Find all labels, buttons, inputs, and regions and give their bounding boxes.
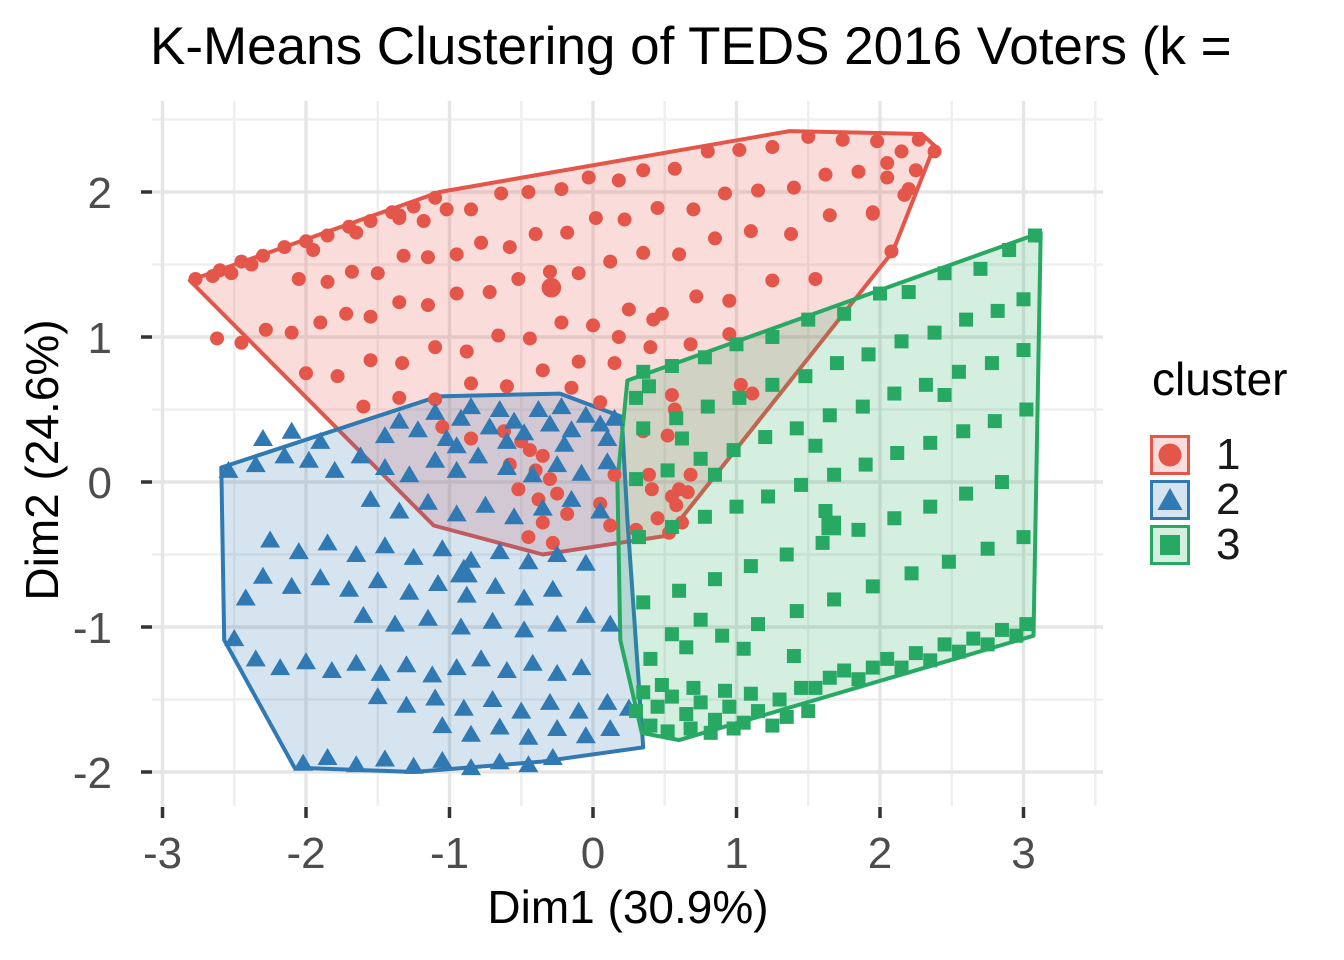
legend-key-triangle-icon (1150, 479, 1190, 520)
legend-entry-1: 1 (1150, 429, 1287, 479)
axis-tick-labels: -3 -2 -1 0 1 2 3 -2 -1 0 1 2 (73, 169, 1036, 878)
y-tick-label: 0 (88, 459, 112, 508)
cluster-3-hull (615, 230, 1043, 743)
axis-ticks (141, 190, 1026, 818)
y-tick-label: 1 (88, 314, 112, 363)
y-tick-label: 2 (88, 169, 112, 218)
y-axis-title: Dim2 (24.6%) (16, 319, 68, 601)
x-tick-label: -2 (286, 829, 325, 878)
legend-key-square-icon (1150, 524, 1190, 565)
legend-entry-label: 1 (1216, 429, 1241, 479)
x-tick-label: 1 (724, 829, 748, 878)
legend-entry-label: 3 (1216, 519, 1241, 569)
plot-title: K-Means Clustering of TEDS 2016 Voters (… (150, 17, 1232, 76)
legend-entry-3: 3 (1150, 519, 1287, 569)
legend-entry-2: 2 (1150, 474, 1287, 524)
y-tick-label: -2 (73, 749, 112, 798)
cluster-3-points (629, 228, 1042, 740)
x-axis-title: Dim1 (30.9%) (487, 881, 769, 933)
x-tick-label: -3 (143, 829, 182, 878)
x-tick-label: 0 (581, 829, 605, 878)
cluster-2-centroid (449, 558, 478, 583)
legend-title: cluster (1152, 353, 1288, 405)
gridlines-minor (152, 101, 1103, 806)
x-tick-label: 3 (1011, 829, 1035, 878)
cluster-2-points (218, 397, 639, 776)
x-tick-label: 2 (868, 829, 892, 878)
legend-key-circle-icon (1150, 434, 1190, 475)
legend-entry-label: 2 (1216, 474, 1241, 524)
x-tick-label: -1 (430, 829, 469, 878)
y-tick-label: -1 (73, 604, 112, 653)
cluster-1-centroid (541, 277, 562, 298)
cluster-3-centroid (821, 515, 842, 536)
